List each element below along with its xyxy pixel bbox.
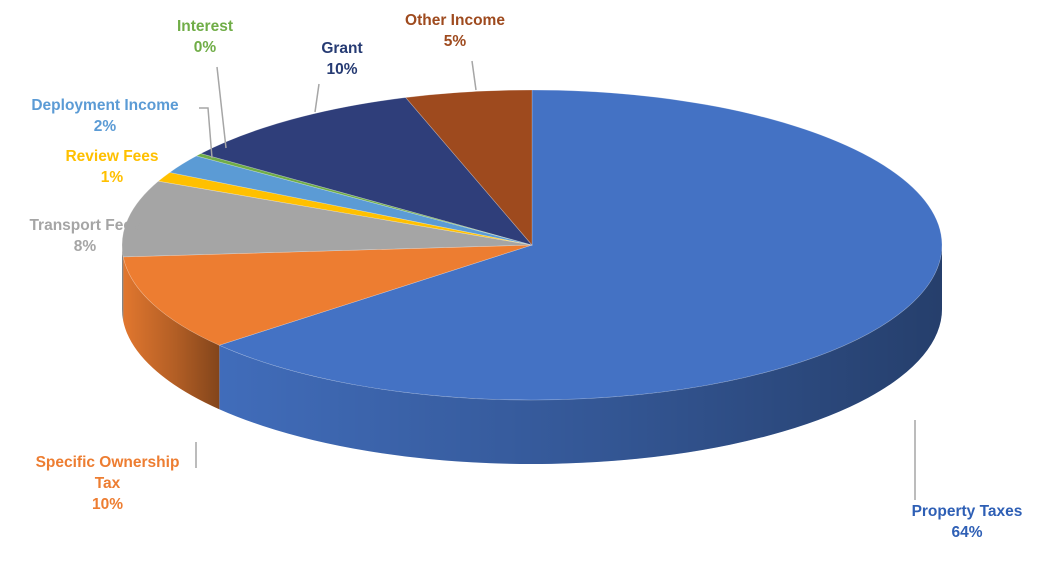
data-label-property-taxes: Property Taxes 64%	[902, 501, 1032, 543]
side-wall-shade	[122, 245, 124, 321]
slice-percent-label: 0%	[193, 39, 217, 56]
leader-line-other-income	[471, 60, 477, 91]
slice-property-taxes	[218, 89, 943, 401]
leader-line-grant	[314, 83, 320, 113]
data-label-deployment-income: Deployment Income 2%	[10, 95, 200, 137]
slice-interest	[195, 153, 533, 246]
slice-percent-label: 10%	[91, 496, 124, 513]
slice-percent-label: 1%	[100, 169, 124, 186]
pie-side-walls	[122, 245, 943, 464]
pie-top-faces	[121, 89, 943, 401]
slice-transport-fees	[121, 180, 533, 258]
slice-name-label: Deployment Income	[31, 97, 179, 114]
leader-line-deployment-income	[199, 107, 213, 159]
data-label-other-income: Other Income 5%	[385, 10, 525, 52]
slice-other-income	[405, 89, 533, 246]
slice-percent-label: 10%	[326, 61, 358, 78]
slice-percent-label: 8%	[73, 238, 97, 255]
slice-percent-label: 64%	[951, 524, 983, 541]
slice-specific-ownership-tax	[122, 244, 533, 346]
side-wall-shade	[219, 245, 943, 464]
leader-lines	[195, 60, 916, 500]
slice-name-label: Tax	[94, 475, 121, 492]
slice-deployment-income	[168, 155, 533, 246]
slice-name-label: Specific Ownership	[35, 454, 180, 471]
slice-name-label: Review Fees	[65, 148, 159, 165]
leader-line-interest	[216, 66, 227, 149]
slice-name-label: Transport Fees	[29, 217, 141, 234]
data-label-review-fees: Review Fees 1%	[47, 146, 177, 188]
slice-review-fees	[157, 172, 533, 246]
slice-name-label: Interest	[177, 18, 233, 35]
slice-percent-label: 5%	[443, 33, 467, 50]
slice-name-label: Other Income	[405, 12, 505, 29]
slice-grant	[200, 97, 533, 246]
side-wall-shade	[123, 256, 220, 410]
data-label-grant: Grant 10%	[302, 38, 382, 80]
data-label-transport-fees: Transport Fees 8%	[5, 215, 165, 257]
slice-name-label: Grant	[321, 40, 363, 57]
slice-name-label: Property Taxes	[911, 503, 1023, 520]
slice-percent-label: 2%	[93, 118, 117, 135]
data-label-interest: Interest 0%	[155, 16, 255, 58]
data-label-specific-ownership-tax: Specific Ownership Tax 10%	[20, 452, 195, 515]
